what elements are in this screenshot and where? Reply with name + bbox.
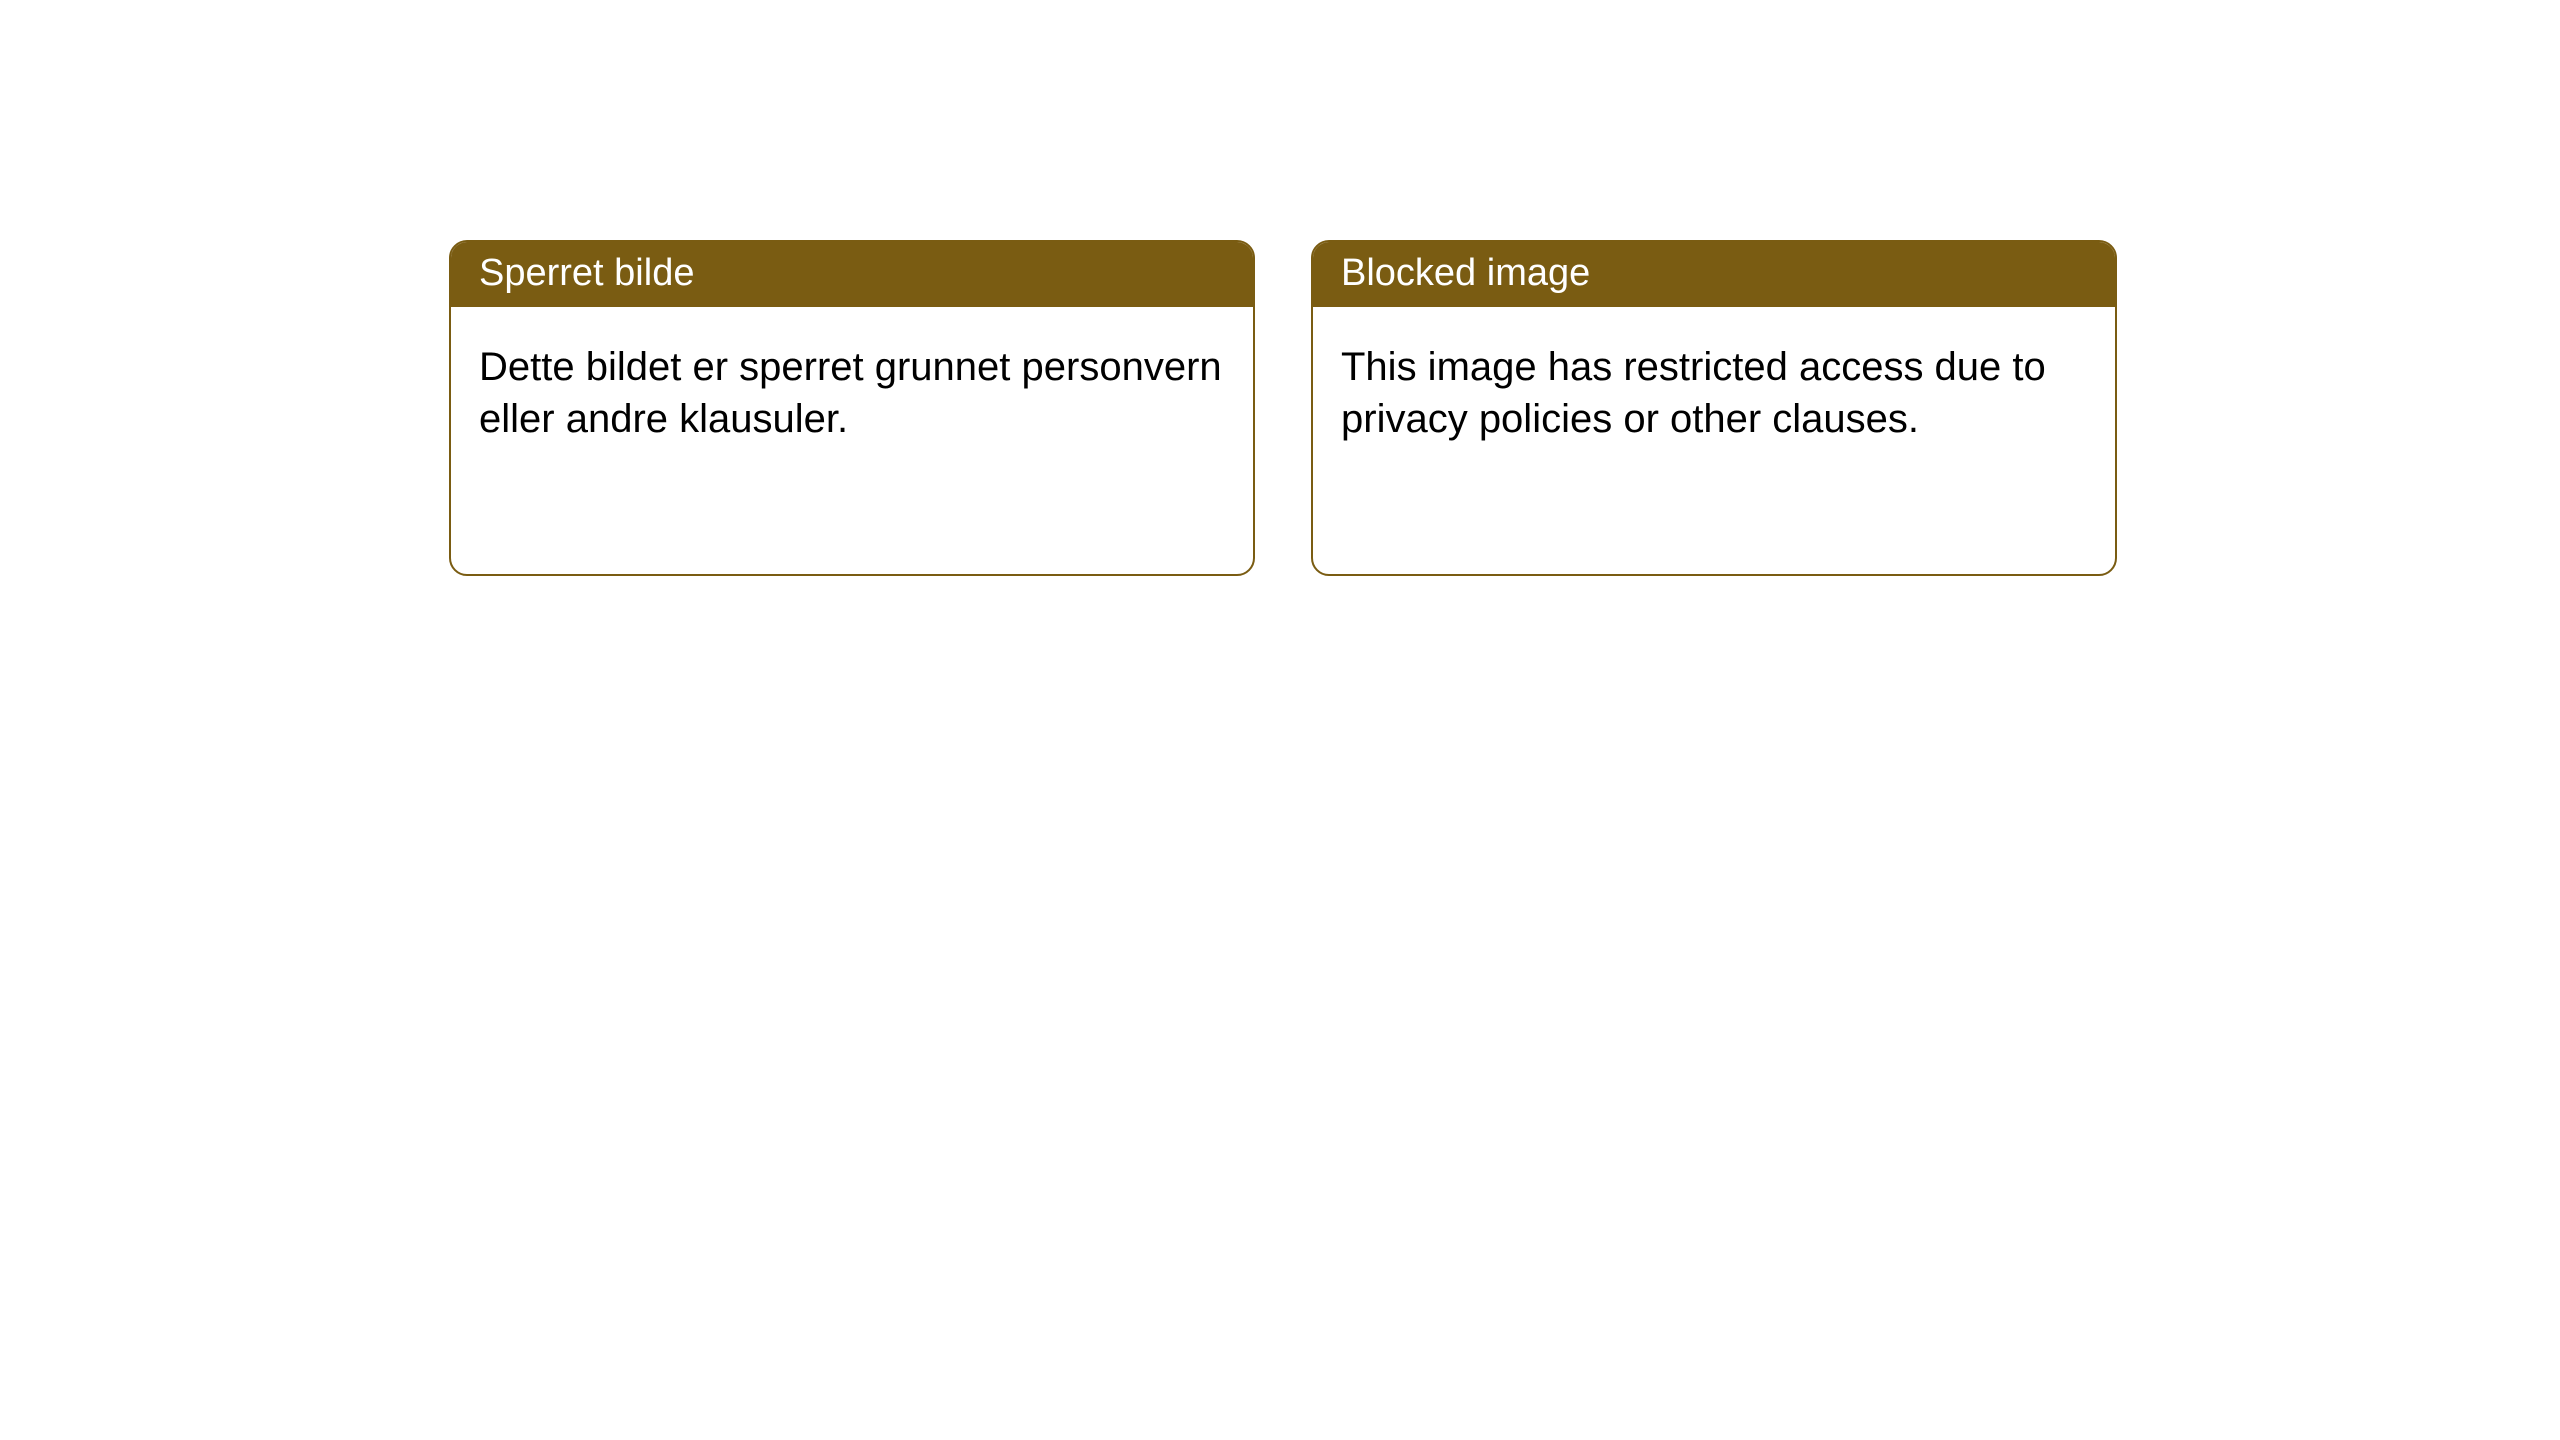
notice-card-norwegian: Sperret bilde Dette bildet er sperret gr… — [449, 240, 1255, 576]
notice-container: Sperret bilde Dette bildet er sperret gr… — [0, 0, 2560, 576]
notice-body: Dette bildet er sperret grunnet personve… — [451, 307, 1253, 574]
notice-header: Blocked image — [1313, 242, 2115, 307]
notice-title: Sperret bilde — [479, 252, 694, 294]
notice-title: Blocked image — [1341, 252, 1590, 294]
notice-card-english: Blocked image This image has restricted … — [1311, 240, 2117, 576]
notice-body: This image has restricted access due to … — [1313, 307, 2115, 574]
notice-header: Sperret bilde — [451, 242, 1253, 307]
notice-body-text: Dette bildet er sperret grunnet personve… — [479, 345, 1222, 441]
notice-body-text: This image has restricted access due to … — [1341, 345, 2046, 441]
